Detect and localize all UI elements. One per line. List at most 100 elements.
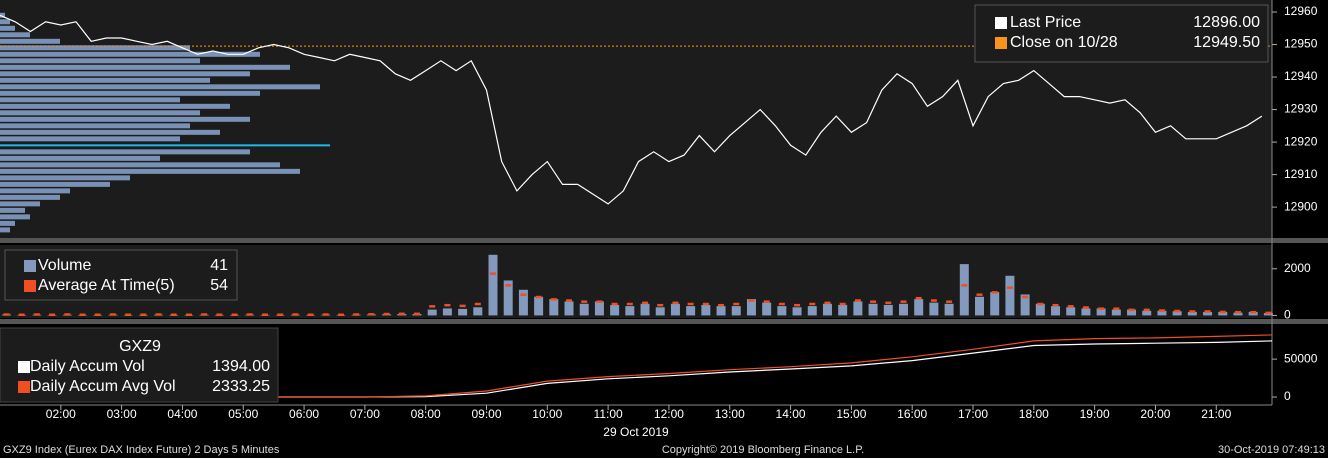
average-mark: [33, 313, 40, 316]
x-axis-label: 29 Oct 2019: [603, 425, 669, 439]
y-tick-label: 12950: [1284, 37, 1318, 51]
average-mark: [3, 313, 10, 316]
volume-bar: [488, 254, 498, 316]
average-mark: [155, 313, 162, 316]
x-tick-label: 02:00: [46, 407, 76, 421]
x-tick-label: 15:00: [836, 407, 866, 421]
volume-profile-bar: [0, 103, 230, 109]
average-mark: [474, 302, 481, 306]
average-mark: [672, 301, 679, 305]
average-mark: [550, 298, 557, 301]
x-tick-label: 06:00: [289, 407, 319, 421]
average-mark: [505, 284, 512, 287]
average-mark: [581, 300, 588, 303]
volume-profile-bar: [0, 90, 260, 96]
volume-bar: [701, 304, 711, 316]
average-mark: [748, 299, 755, 302]
volume-profile-bar: [0, 19, 10, 25]
volume-bar: [762, 302, 772, 316]
legend-value: 12896.00: [1193, 14, 1260, 31]
x-tick-label: 03:00: [107, 407, 137, 421]
legend-swatch: [995, 37, 1007, 49]
volume-profile-bar: [0, 71, 250, 77]
volume-bar: [1051, 306, 1061, 316]
footer-center: Copyright© 2019 Bloomberg Finance L.P.: [662, 444, 864, 456]
average-mark: [566, 299, 573, 302]
volume-profile-bar: [0, 45, 190, 51]
x-tick-label: 19:00: [1080, 407, 1110, 421]
x-tick-label: 11:00: [594, 407, 623, 421]
average-mark: [185, 313, 192, 317]
x-tick-label: 21:00: [1201, 407, 1231, 421]
average-mark: [1234, 310, 1241, 314]
volume-bar: [746, 299, 756, 316]
volume-profile-bar: [0, 155, 160, 161]
average-mark: [94, 313, 101, 317]
average-mark: [337, 313, 344, 317]
volume-bar: [1035, 303, 1045, 316]
legend-swatch: [18, 361, 30, 373]
volume-profile-bar: [0, 201, 40, 207]
legend-label: Close on 10/28: [1010, 34, 1118, 51]
volume-profile-bar: [0, 38, 60, 44]
legend-value: 1394.00: [212, 358, 270, 375]
volume-bar: [442, 308, 452, 316]
volume-profile-bar: [0, 64, 290, 70]
x-tick-label: 04:00: [167, 407, 197, 421]
average-mark: [626, 302, 633, 306]
volume-bar: [1096, 308, 1106, 316]
average-mark: [854, 299, 861, 302]
x-tick-label: 05:00: [228, 407, 258, 421]
y-tick-label: 12940: [1284, 69, 1318, 83]
y-tick-label: 12900: [1284, 199, 1318, 213]
average-mark: [642, 301, 649, 305]
volume-bar: [686, 306, 696, 316]
volume-bar: [959, 264, 969, 316]
volume-bar: [1203, 311, 1213, 316]
volume-bar: [731, 306, 741, 316]
volume-bar: [1233, 312, 1243, 316]
volume-bar: [990, 292, 1000, 316]
average-mark: [490, 272, 497, 275]
average-mark: [870, 300, 877, 303]
volume-bar: [625, 306, 635, 316]
volume-profile-bar: [0, 129, 220, 135]
average-mark: [1128, 308, 1135, 312]
volume-bar: [458, 308, 468, 316]
average-mark: [778, 302, 785, 306]
price-plot: 12900 12910 12920 12930 12940 12950 12960: [0, 4, 1318, 233]
legend-value: 41: [210, 257, 228, 274]
average-mark: [702, 302, 709, 306]
volume-bar: [868, 303, 878, 316]
volume-bar: [1066, 307, 1076, 316]
average-mark: [961, 284, 968, 287]
average-mark: [79, 313, 86, 317]
volume-bar: [1157, 310, 1167, 316]
volume-bar: [1111, 309, 1121, 316]
average-mark: [383, 312, 390, 316]
volume-bar: [610, 304, 620, 316]
volume-bar: [853, 301, 863, 316]
average-mark: [246, 313, 253, 316]
y-tick-label: 2000: [1284, 261, 1311, 275]
legend-box: [0, 327, 279, 403]
average-mark: [1098, 307, 1105, 310]
volume-profile-bar: [0, 194, 60, 200]
legend-value: 2333.25: [212, 378, 270, 395]
average-mark: [1265, 311, 1272, 315]
legend-box: [4, 249, 238, 301]
y-tick-label: 12910: [1284, 167, 1318, 181]
legend-label: Last Price: [1010, 14, 1081, 31]
volume-bar: [822, 303, 832, 316]
average-mark: [946, 300, 953, 303]
legend-value: 54: [210, 277, 228, 294]
volume-profile-bar: [0, 32, 30, 38]
legend-label: Average At Time(5): [38, 277, 175, 294]
series-line: [0, 14, 1263, 205]
volume-profile-bar: [0, 175, 130, 181]
volume-profile-bar: [0, 181, 110, 187]
panel-divider: [0, 319, 1328, 324]
average-mark: [201, 313, 208, 316]
volume-bar: [975, 296, 985, 316]
average-mark: [322, 313, 329, 316]
